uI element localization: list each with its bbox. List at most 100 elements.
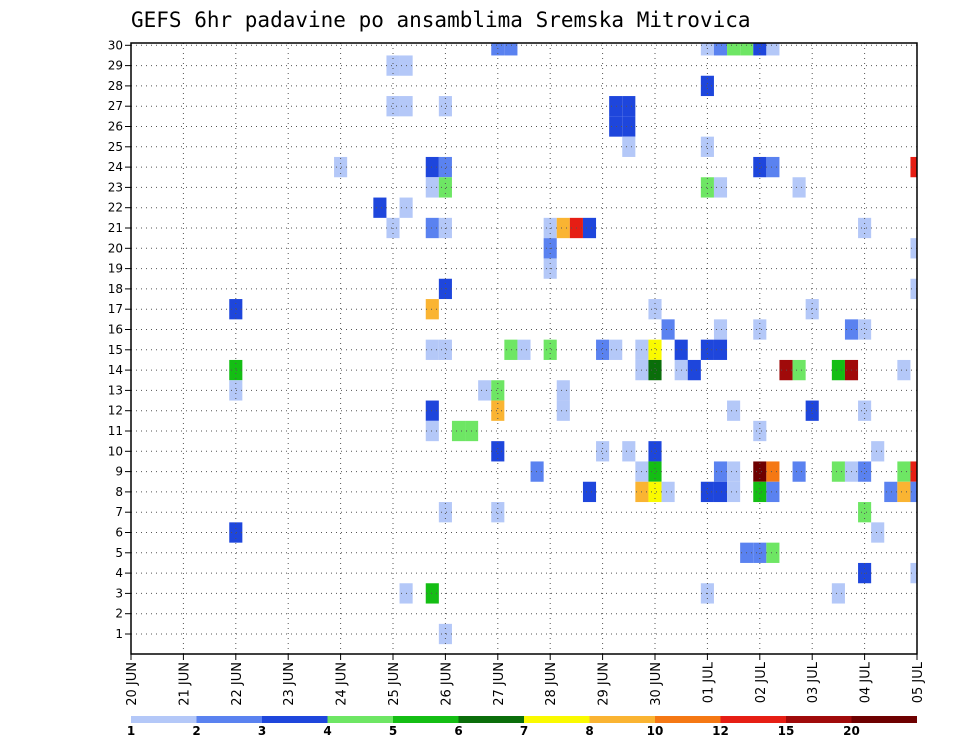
y-tick-label: 4: [115, 566, 123, 580]
precip-cell: [543, 339, 557, 360]
precip-cell: [229, 380, 243, 401]
precip-cell: [609, 96, 623, 117]
precip-cell: [766, 43, 780, 56]
precip-cell: [792, 177, 806, 198]
y-tick-label: 24: [108, 160, 123, 174]
y-tick-label: 12: [108, 404, 123, 418]
legend-label: 3: [258, 724, 266, 738]
y-tick-label: 30: [108, 38, 123, 52]
precip-cell: [740, 43, 754, 56]
y-tick-label: 18: [108, 282, 123, 296]
precip-cell: [425, 420, 439, 442]
x-tick-label: 01 JUL: [701, 661, 716, 703]
precip-cell: [766, 481, 780, 503]
y-tick-label: 21: [108, 221, 123, 235]
precip-cell: [386, 55, 400, 76]
precip-cell: [897, 481, 911, 503]
legend-label: 7: [520, 724, 528, 738]
precip-cell: [713, 339, 728, 360]
precip-cell: [766, 156, 780, 178]
precip-cell: [753, 461, 767, 482]
precip-cell: [556, 380, 570, 401]
precip-cell: [713, 319, 728, 340]
precip-cell: [478, 380, 492, 401]
x-tick-label: 29 JUN: [597, 662, 612, 706]
x-tick-label: 30 JUN: [649, 662, 664, 706]
precip-cell: [753, 319, 767, 340]
precip-cell: [530, 461, 544, 482]
legend-label: 2: [192, 724, 200, 738]
precip-cell: [713, 481, 728, 503]
precip-cell: [753, 481, 767, 503]
precip-cell: [425, 339, 439, 360]
precip-cell: [831, 461, 845, 482]
y-tick-label: 15: [108, 343, 123, 357]
precip-cell: [713, 43, 728, 56]
precip-cell: [491, 400, 505, 421]
precip-cell: [727, 461, 741, 482]
precip-cell: [425, 217, 439, 239]
precip-cell: [727, 481, 741, 503]
precip-cell: [727, 43, 741, 56]
precip-cell: [871, 522, 885, 543]
legend-label: 10: [647, 724, 664, 738]
precip-cell: [661, 319, 675, 340]
x-tick-label: 22 JUN: [230, 662, 245, 706]
x-tick-label: 27 JUN: [492, 662, 507, 706]
precip-cell: [229, 522, 243, 543]
precip-cell: [858, 502, 872, 523]
precip-cell: [491, 43, 505, 56]
y-tick-label: 2: [115, 607, 123, 621]
precip-cell: [622, 96, 636, 117]
x-tick-label: 21 JUN: [177, 662, 192, 706]
precip-cell: [700, 339, 714, 360]
precip-cell: [910, 278, 917, 300]
y-tick-label: 7: [115, 505, 123, 519]
chart-title: GEFS 6hr padavine po ansamblima Sremska …: [131, 8, 751, 32]
x-tick-label: 23 JUN: [282, 662, 297, 706]
legend-label: 8: [585, 724, 593, 738]
x-tick-label: 03 JUL: [806, 661, 821, 703]
legend-swatch: [327, 716, 393, 723]
legend-label: 4: [323, 724, 331, 738]
y-tick-label: 28: [108, 79, 123, 93]
y-tick-label: 9: [115, 465, 123, 479]
precip-cell: [622, 136, 636, 157]
y-tick-label: 16: [108, 323, 123, 337]
precip-cell: [425, 400, 439, 421]
precip-cell: [753, 156, 767, 178]
precip-cell: [609, 116, 623, 137]
y-tick-label: 8: [115, 485, 123, 499]
precip-cell: [425, 583, 439, 604]
precip-cell: [700, 136, 714, 157]
plot-frame: [130, 42, 918, 655]
legend-label: 6: [454, 724, 462, 738]
legend-swatch: [720, 716, 786, 723]
y-tick-label: 5: [115, 546, 123, 560]
y-tick-label: 25: [108, 140, 123, 154]
precip-cell: [910, 562, 917, 584]
legend-swatch: [786, 716, 852, 723]
precip-cell: [517, 339, 531, 360]
precip-cell: [582, 481, 597, 503]
precip-cell: [687, 359, 701, 381]
precip-cell: [648, 299, 662, 320]
x-tick-label: 25 JUN: [387, 662, 402, 706]
precip-cell: [229, 359, 243, 381]
y-tick-label: 10: [108, 444, 123, 458]
precip-cell: [858, 400, 872, 421]
legend-label: 20: [843, 724, 860, 738]
legend-swatch: [851, 716, 917, 723]
precip-cell: [438, 339, 452, 360]
legend-label: 5: [389, 724, 397, 738]
precip-cell: [831, 583, 845, 604]
precip-cell: [425, 156, 439, 178]
cell-layer: [229, 43, 917, 645]
y-tick-label: 11: [108, 424, 123, 438]
precip-cell: [766, 461, 780, 482]
legend-label: 12: [712, 724, 729, 738]
x-tick-label: 28 JUN: [544, 662, 559, 706]
precip-cell: [648, 339, 662, 360]
precip-cell: [438, 96, 452, 117]
precip-cell: [556, 217, 570, 239]
